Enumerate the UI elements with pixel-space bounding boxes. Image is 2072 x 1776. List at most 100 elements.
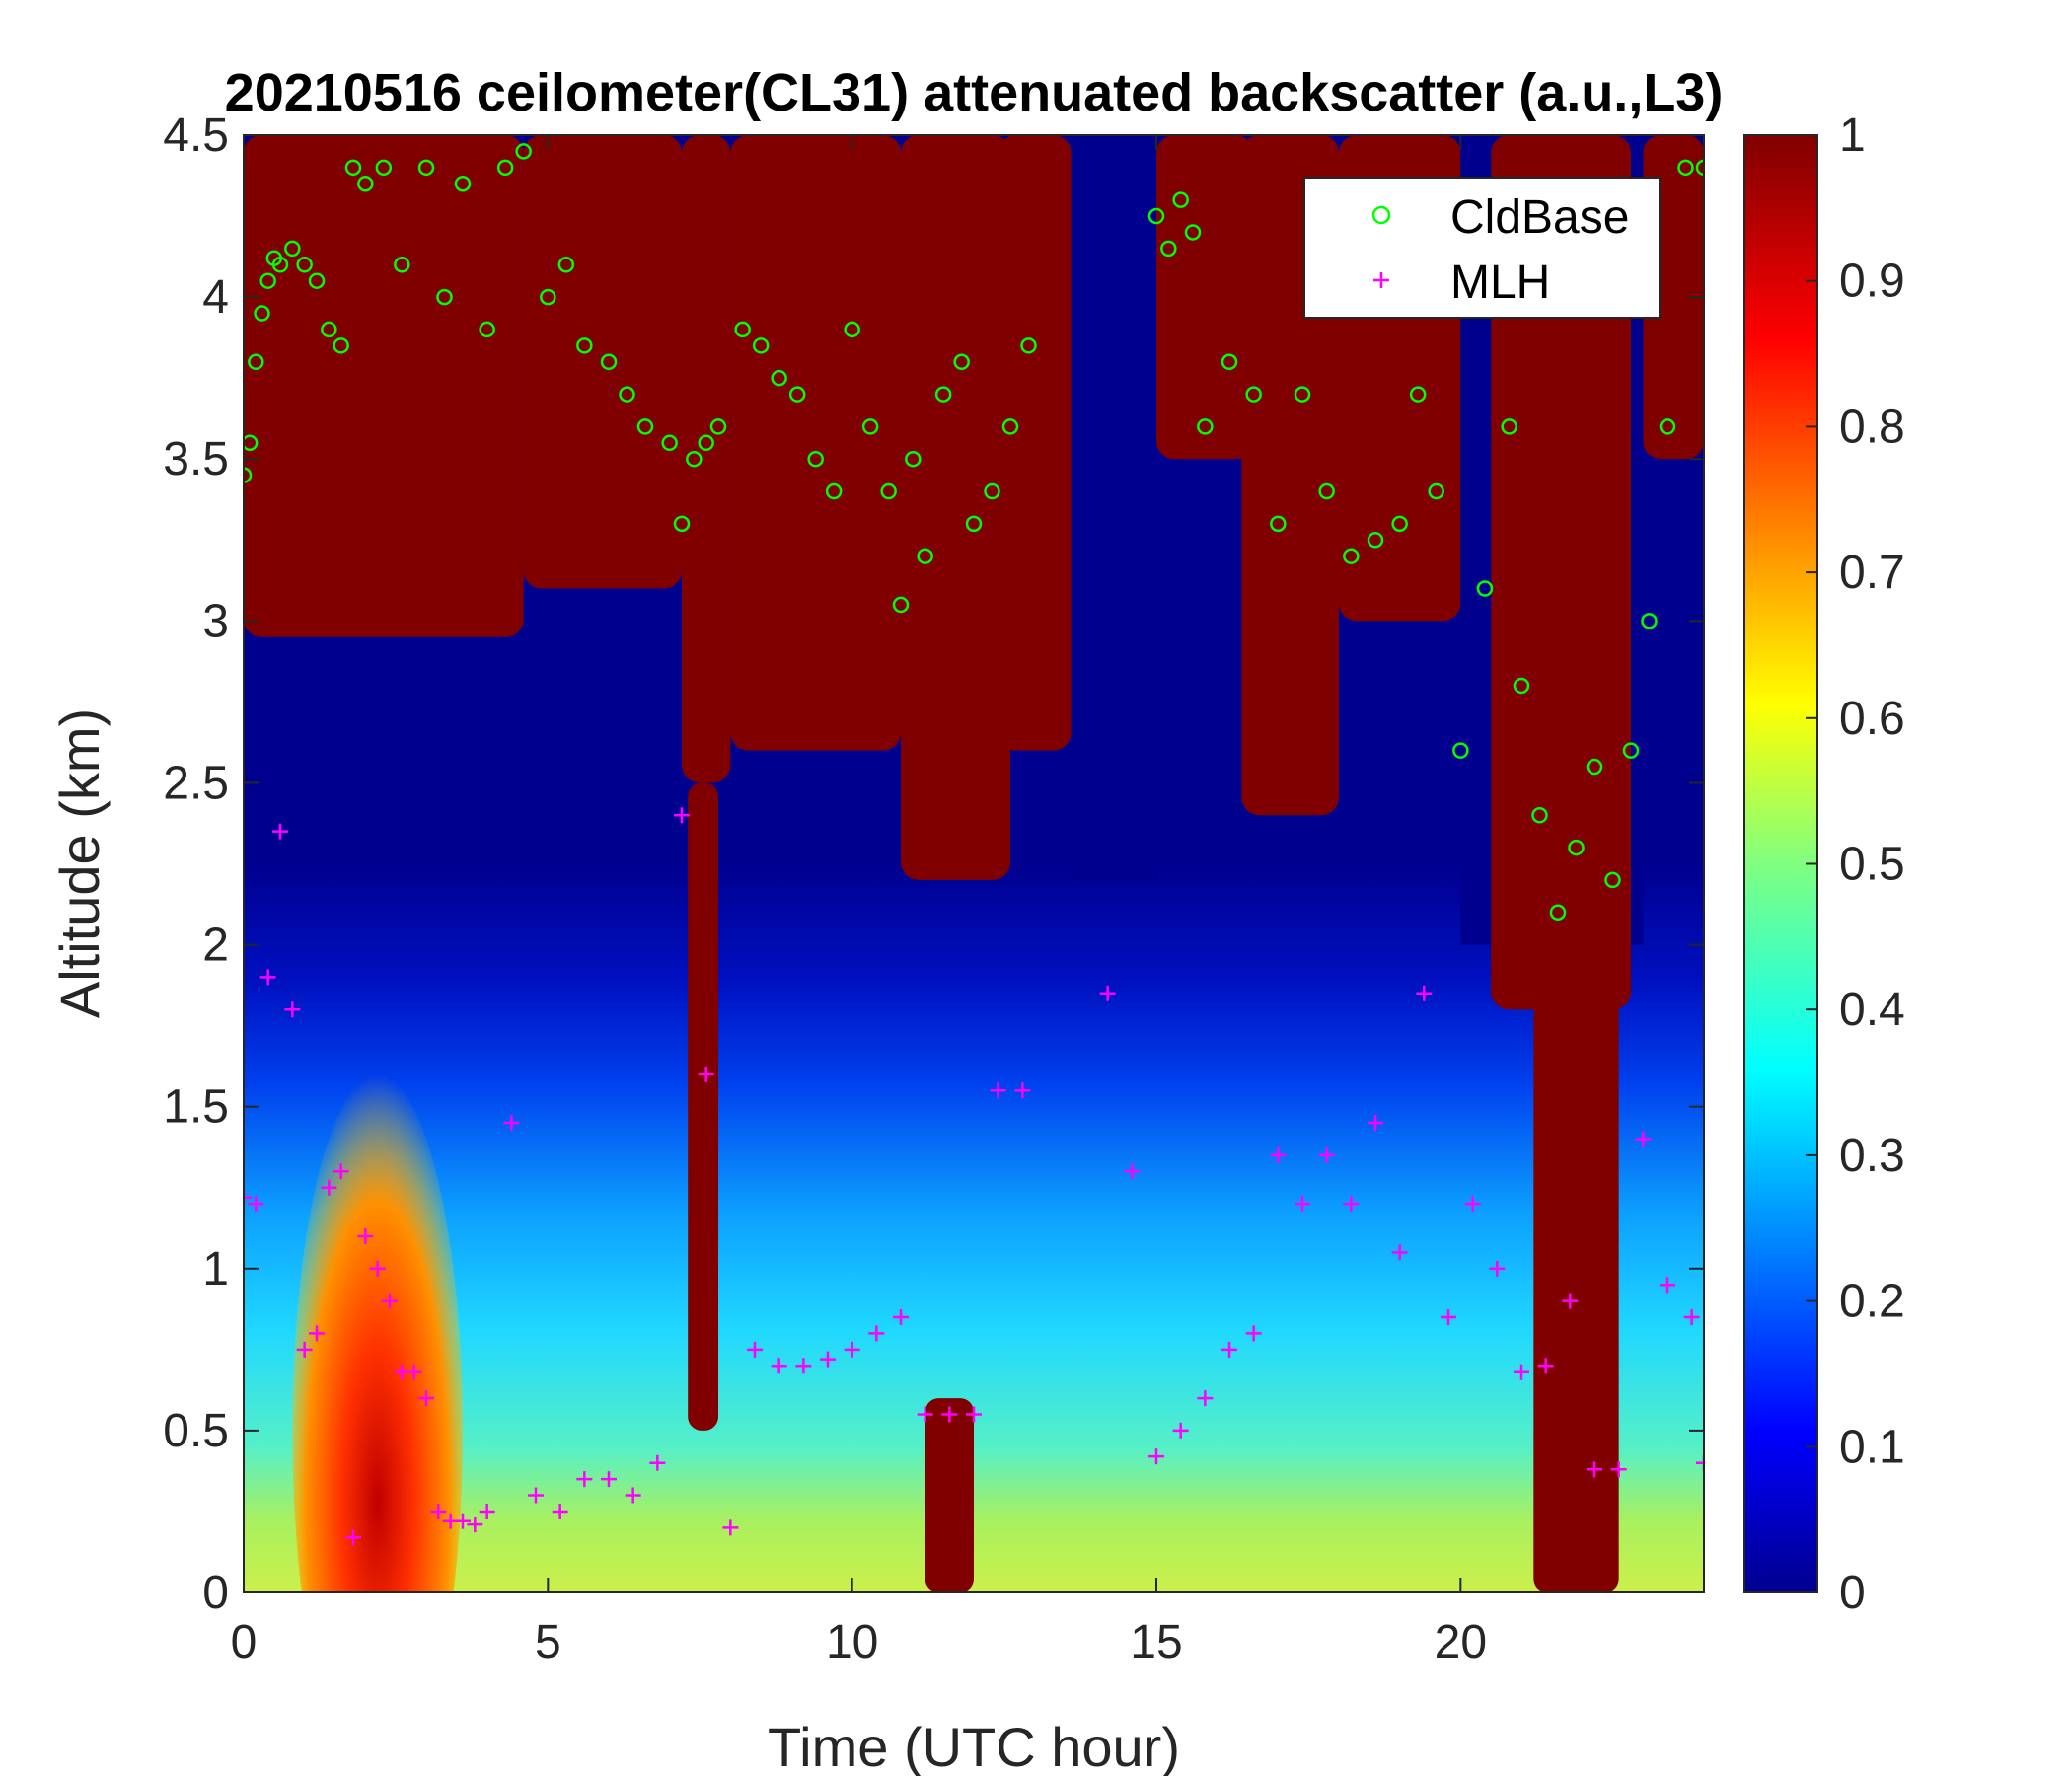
- mlh-series: [244, 807, 1704, 1546]
- cldbase-point: [436, 288, 453, 306]
- cldbase-point: [636, 418, 654, 435]
- cldbase-point: [1622, 742, 1640, 759]
- clear-region: [1071, 135, 1156, 880]
- colorbar-tick-label: 0.2: [1839, 1276, 1905, 1328]
- cldbase-point: [905, 450, 922, 468]
- cloud-base-series: [244, 143, 1704, 921]
- mlh-point: [868, 1325, 885, 1342]
- mlh-point: [795, 1358, 812, 1374]
- cloud-region: [901, 135, 1010, 880]
- cldbase-point: [880, 482, 897, 500]
- mlh-point: [674, 807, 690, 824]
- mlh-point: [1391, 1244, 1408, 1261]
- mlh-point: [601, 1471, 617, 1488]
- mlh-point: [1148, 1448, 1164, 1465]
- mlh-point: [844, 1341, 860, 1358]
- precip-column: [688, 782, 718, 1431]
- cldbase-point: [344, 159, 362, 177]
- cldbase-point: [1343, 548, 1360, 564]
- colorbar-tick-label: 0.1: [1839, 1421, 1905, 1473]
- cldbase-point: [686, 450, 703, 468]
- cldbase-point: [454, 175, 472, 192]
- cldbase-point: [357, 175, 374, 192]
- colorbar-tick-label: 0.4: [1839, 984, 1905, 1036]
- cloud-region: [244, 135, 524, 637]
- cldbase-point: [1549, 904, 1567, 921]
- cldbase-point: [296, 257, 313, 273]
- clear-region: [1631, 135, 1644, 945]
- cldbase-point: [1428, 482, 1444, 500]
- mlh-point: [244, 1189, 252, 1206]
- cldbase-point: [771, 369, 787, 387]
- cldbase-point: [1604, 871, 1621, 889]
- cldbase-point: [1677, 159, 1694, 177]
- plot-frame: [243, 134, 1705, 1593]
- cldbase-point: [259, 272, 276, 289]
- cldbase-point: [1409, 386, 1427, 403]
- mlh-point: [722, 1519, 739, 1536]
- mlh-point: [406, 1364, 422, 1380]
- cldbase-point: [1318, 482, 1335, 500]
- mlh-point: [552, 1503, 568, 1519]
- mlh-point: [990, 1082, 1006, 1099]
- mlh-point: [479, 1503, 495, 1519]
- mlh-point: [1514, 1364, 1529, 1380]
- mlh-point: [941, 1406, 958, 1423]
- cldbase-point: [1501, 418, 1517, 435]
- mlh-point: [503, 1115, 520, 1132]
- y-tick-label: 4: [202, 271, 229, 324]
- mlh-point: [820, 1351, 836, 1368]
- y-tick-label: 2: [202, 920, 229, 972]
- colorbar-ticks: 0 0.1 0.2 0.3 0.4 0.5 0.6 0.7 0.8 0.9 1: [1806, 110, 1905, 1619]
- cldbase-point: [1531, 807, 1548, 824]
- cldbase-point: [557, 257, 575, 273]
- mlh-point: [1610, 1461, 1627, 1478]
- mlh-point: [248, 1196, 264, 1213]
- mlh-point: [1635, 1131, 1652, 1147]
- y-tick-label: 0: [202, 1567, 229, 1619]
- precip-column: [1533, 977, 1619, 1592]
- mlh-point: [1221, 1341, 1237, 1358]
- mlh-point: [917, 1406, 933, 1423]
- cldbase-point: [892, 596, 910, 614]
- cldbase-point: [953, 353, 970, 371]
- mlh-point: [296, 1341, 313, 1358]
- mlh-point: [1537, 1358, 1554, 1374]
- cldbase-point: [825, 482, 843, 500]
- cldbase-point: [752, 337, 770, 354]
- cldbase-point: [661, 434, 678, 452]
- colorbar-tick-label: 0.9: [1839, 256, 1905, 308]
- cldbase-point: [1020, 337, 1037, 354]
- mlh-point: [1562, 1293, 1579, 1309]
- cldbase-point: [1659, 418, 1676, 435]
- cldbase-point: [394, 257, 410, 273]
- cldbase-point: [698, 434, 714, 452]
- mlh-point: [966, 1406, 982, 1423]
- mlh-point: [1683, 1309, 1700, 1326]
- mlh-point: [467, 1517, 483, 1533]
- mlh-point: [698, 1066, 714, 1082]
- cldbase-point: [244, 467, 253, 483]
- cldbase-point: [1147, 207, 1165, 225]
- mlh-point: [893, 1309, 909, 1326]
- cloud-region: [1156, 135, 1254, 460]
- cldbase-point: [807, 450, 824, 468]
- cldbase-point: [788, 386, 806, 403]
- y-tick-label: 3: [202, 595, 229, 647]
- mlh-point: [333, 1163, 349, 1180]
- cldbase-point: [984, 482, 1000, 500]
- cloud-region: [682, 135, 731, 783]
- mlh-point: [1343, 1196, 1360, 1213]
- cldbase-point: [1695, 159, 1704, 177]
- mlh-point: [284, 1001, 301, 1018]
- cldbase-point: [1172, 191, 1189, 208]
- colorbar-tick-label: 0.8: [1839, 401, 1905, 453]
- cldbase-point: [1221, 353, 1238, 371]
- mlh-point: [1014, 1082, 1031, 1099]
- cldbase-point: [1197, 418, 1214, 435]
- cloud-region: [1491, 135, 1631, 1010]
- cldbase-point: [673, 515, 691, 533]
- cldbase-point: [734, 321, 751, 338]
- mlh-point: [625, 1487, 641, 1504]
